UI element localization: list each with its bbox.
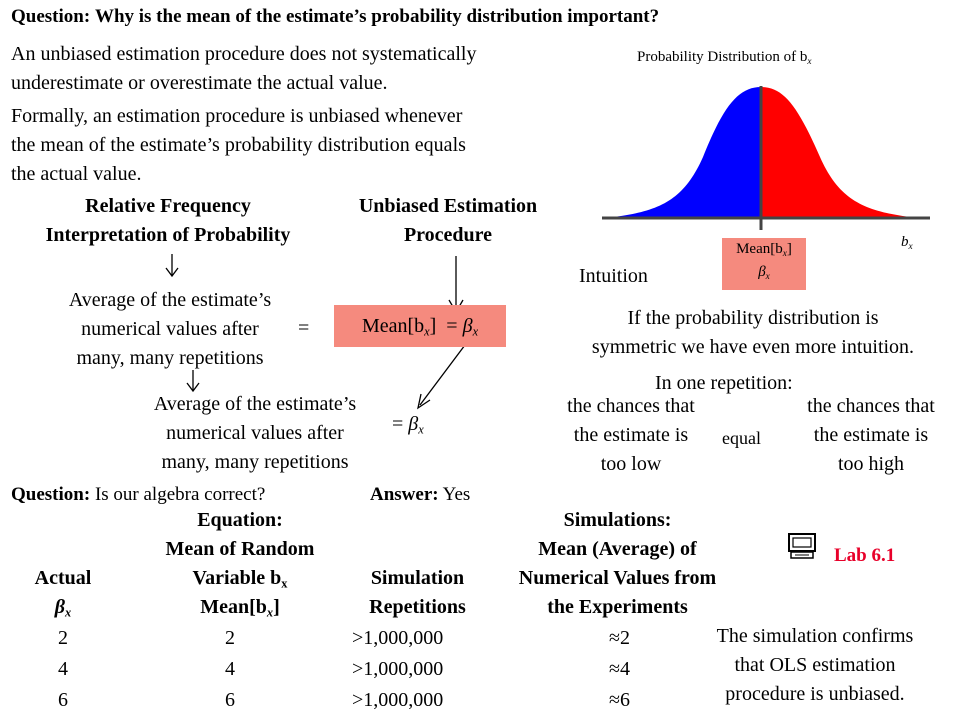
header-actual: Actual βx — [34, 567, 92, 620]
intuition-label: Intuition — [579, 265, 648, 287]
para1-line2: underestimate or overestimate the actual… — [11, 72, 388, 94]
table-row: 4 4 >1,000,000 ≈4 — [0, 655, 700, 684]
cell-actual: 6 — [58, 689, 68, 711]
para2-line1: Formally, an estimation procedure is unb… — [11, 105, 463, 127]
mean-equals-beta-box: Mean[bx] = βx — [334, 305, 506, 347]
cell-repetitions: >1,000,000 — [352, 689, 444, 711]
cell-actual: 2 — [58, 627, 68, 649]
top-question: Question: Why is the mean of the estimat… — [11, 4, 659, 30]
header-equation: Equation: Mean of Random Variable bx Mea… — [165, 509, 315, 620]
cell-actual: 4 — [58, 658, 68, 680]
algebra-answer: Answer: Yes — [370, 484, 471, 505]
question-text: Why is the mean of the estimate’s probab… — [94, 6, 660, 27]
header-simulation-repetitions: Simulation Repetitions — [369, 567, 466, 618]
symmetric-note: If the probability distribution is symme… — [591, 307, 915, 358]
table-row: 2 2 >1,000,000 ≈2 — [0, 624, 700, 653]
equals-beta: = βx — [392, 413, 424, 437]
equals-sign: = — [298, 317, 310, 339]
cell-simulated-mean: ≈4 — [609, 658, 630, 680]
conclusion-text: The simulation confirms that OLS estimat… — [716, 625, 914, 705]
computer-icon[interactable] — [786, 532, 820, 562]
cell-simulated-mean: ≈6 — [609, 689, 630, 711]
left-half-curve — [606, 87, 761, 218]
formal-definition: Formally, an estimation procedure is unb… — [11, 102, 466, 189]
average-block-1: Average of the estimate’s numerical valu… — [68, 289, 272, 369]
para2-line2: the mean of the estimate’s probability d… — [11, 134, 466, 156]
cell-repetitions: >1,000,000 — [352, 627, 444, 649]
unbiased-procedure-header: Unbiased Estimation Procedure — [358, 195, 538, 246]
para2-line3: the actual value. — [11, 163, 142, 185]
header-simulations: Simulations: Mean (Average) of Numerical… — [518, 509, 717, 618]
cell-mean: 6 — [225, 689, 235, 711]
unbiased-definition: An unbiased estimation procedure does no… — [11, 40, 476, 98]
cell-repetitions: >1,000,000 — [352, 658, 444, 680]
para1-line1: An unbiased estimation procedure does no… — [11, 43, 477, 65]
average-block-2: Average of the estimate’s numerical valu… — [153, 393, 357, 473]
chance-too-high: the chances that the estimate is too hig… — [807, 395, 935, 475]
mean-beta-box: Mean[bx] βx — [722, 238, 806, 290]
algebra-question: Question: Is our algebra correct? — [11, 484, 266, 505]
question-label: Question: — [11, 6, 91, 27]
table-row: 6 6 >1,000,000 ≈6 — [0, 686, 700, 715]
cell-mean: 4 — [225, 658, 235, 680]
lab-link[interactable]: Lab 6.1 — [834, 545, 896, 566]
distribution-title: Probability Distribution of bx — [637, 49, 812, 67]
equal-label: equal — [722, 428, 761, 448]
cell-mean: 2 — [225, 627, 235, 649]
chance-too-low: the chances that the estimate is too low — [567, 395, 695, 475]
axis-label-bx: bx — [901, 234, 913, 252]
one-repetition-label: In one repetition: — [655, 372, 793, 394]
probability-distribution-plot — [602, 86, 930, 230]
relative-frequency-header: Relative Frequency Interpretation of Pro… — [45, 195, 291, 246]
cell-simulated-mean: ≈2 — [609, 627, 630, 649]
right-half-curve — [761, 87, 918, 218]
